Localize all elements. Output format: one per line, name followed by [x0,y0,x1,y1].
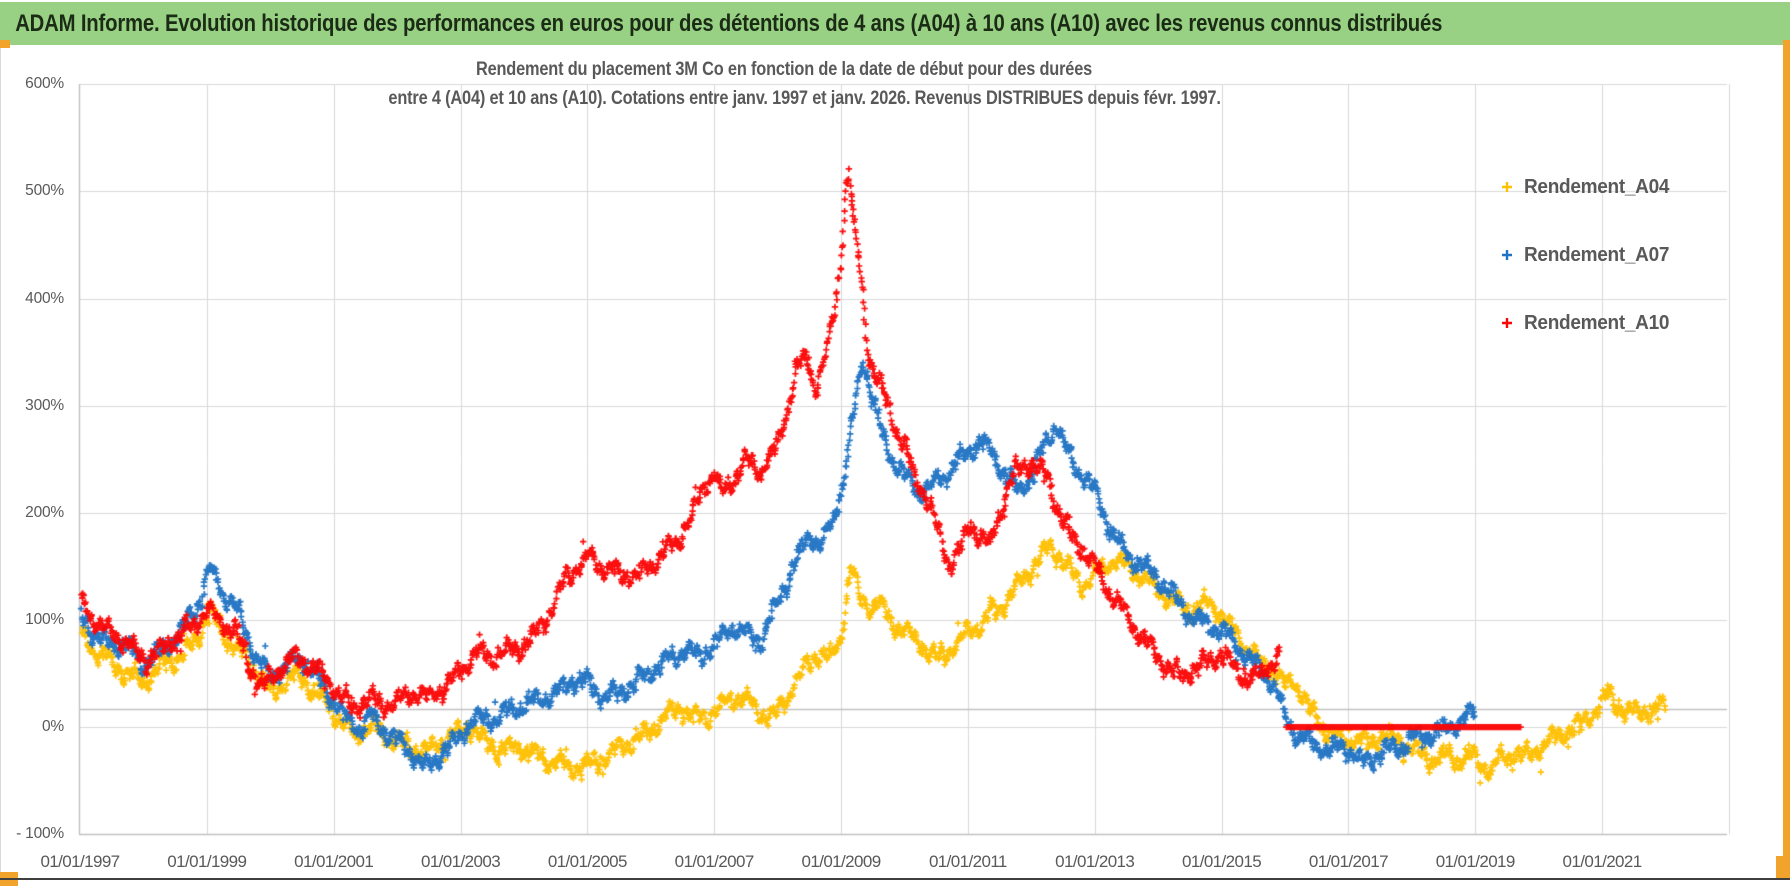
x-tick-label: 01/01/2013 [1055,852,1135,871]
y-tick-label: 500% [25,182,64,200]
legend-item: Rendement_A10 [1500,308,1677,338]
x-tick-label: 01/01/2019 [1435,852,1516,871]
plus-marker-icon [1502,182,1512,192]
gold-right-border[interactable] [1783,40,1790,879]
chart-title-line2: entre 4 (A04) et 10 ans (A10). Cotations… [388,88,1221,109]
header-banner: ADAM Informe. Evolution historique des p… [0,2,1790,45]
x-tick-label: 01/01/2003 [420,852,501,871]
header-title: ADAM Informe. Evolution historique des p… [15,9,1443,37]
legend-label: Rendement_A04 [1524,175,1670,198]
y-tick-label: 0% [41,718,64,736]
x-tick-label: 01/01/2015 [1182,852,1262,871]
x-tick-label: 01/01/2001 [294,852,374,871]
left-chart-border [0,45,1,878]
chart-legend: Rendement_A04 Rendement_A07 Rendement_A10 [1500,172,1677,338]
legend-label: Rendement_A07 [1524,243,1670,266]
plus-marker-icon [1502,250,1512,260]
y-tick-label: 200% [25,503,64,521]
chart-title-line1: Rendement du placement 3M Co en fonction… [475,59,1093,80]
legend-label: Rendement_A10 [1524,311,1670,334]
y-tick-label: 600% [25,75,64,93]
x-tick-label: 01/01/2021 [1562,852,1643,871]
window-bottom-edge [0,878,1790,880]
legend-item: Rendement_A07 [1500,240,1677,270]
y-tick-label: 300% [25,396,64,414]
gold-right-border-foot[interactable] [1776,856,1790,879]
y-tick-label: 400% [25,289,64,307]
x-tick-label: 01/01/2017 [1308,852,1389,871]
x-tick-label: 01/01/2005 [547,852,628,871]
x-tick-label: 01/01/1999 [167,852,247,871]
x-tick-label: 01/01/2009 [801,852,881,871]
y-tick-label: - 100% [16,825,64,843]
y-tick-label: 100% [25,610,64,628]
x-tick-label: 01/01/1997 [40,852,120,871]
gold-border-nub [0,40,10,48]
plus-marker-icon [1502,318,1512,328]
x-tick-label: 01/01/2011 [928,852,1007,871]
x-tick-label: 01/01/2007 [674,852,755,871]
legend-item: Rendement_A04 [1500,172,1677,202]
